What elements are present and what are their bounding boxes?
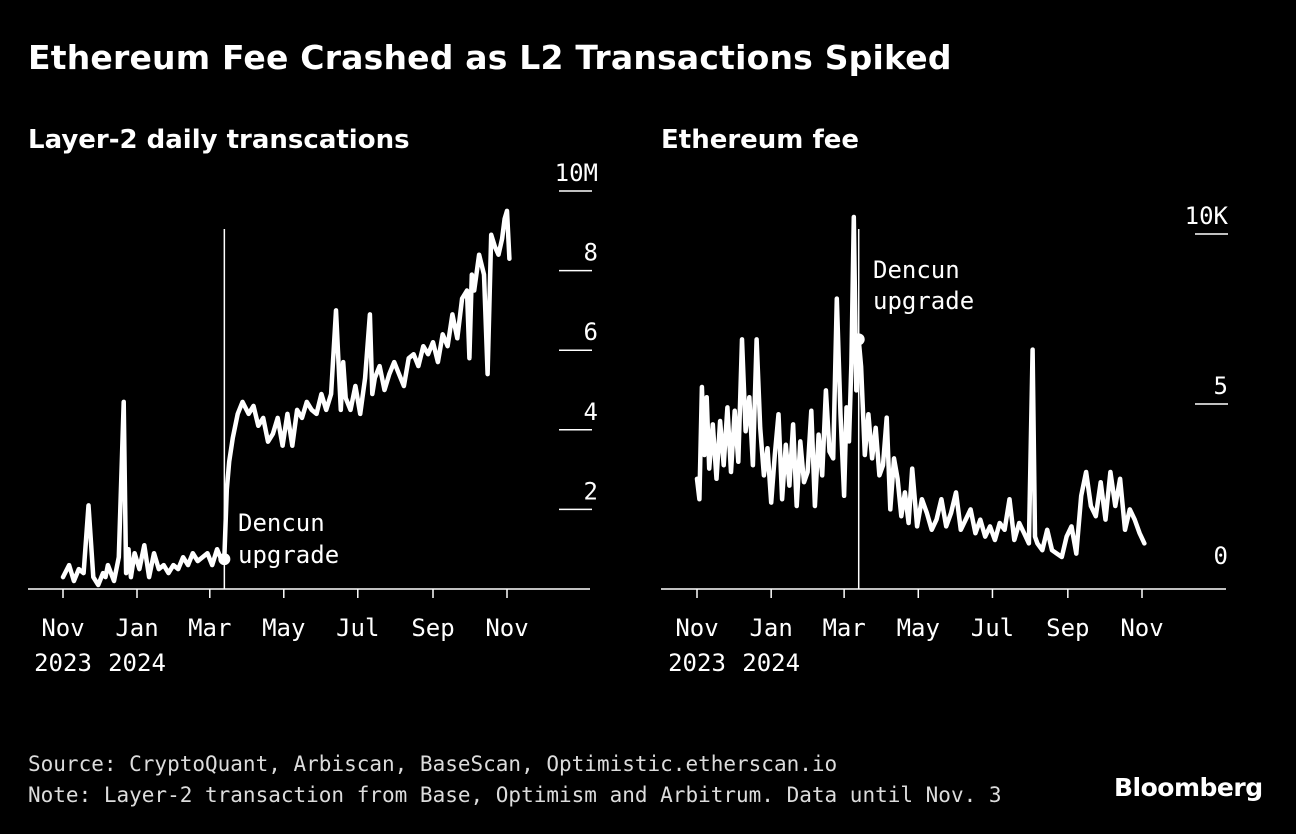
x-tick-label: Nov	[485, 614, 528, 642]
y-tick-label: 10K	[1185, 202, 1229, 230]
y-tick-label: 4	[584, 398, 598, 426]
y-tick-label: 5	[1214, 372, 1228, 400]
y-tick-label: 0	[1214, 542, 1228, 570]
y-tick-label: 10M	[555, 159, 598, 187]
x-tick-label: Sep	[411, 614, 454, 642]
l2-transactions-chart: Nov Jan Mar May Jul Sep Nov 2023 2024 2 4 6 8 10M Denc…	[28, 159, 598, 677]
y-tick-label: 6	[584, 318, 598, 346]
x-tick-label: Nov	[675, 614, 718, 642]
annotation-label: Dencun	[238, 509, 325, 537]
annotation-label: upgrade	[873, 287, 974, 315]
x-tick-label: Sep	[1046, 614, 1089, 642]
y-tick-label: 8	[584, 239, 598, 267]
x-tick-label: May	[262, 614, 305, 642]
x-tick-label: May	[897, 614, 940, 642]
x-year-label: 2024	[108, 649, 166, 677]
source-note: Source: CryptoQuant, Arbiscan, BaseScan,…	[28, 752, 838, 776]
x-year-label: 2023	[668, 649, 726, 677]
x-tick-label: Jul	[336, 614, 379, 642]
x-tick-label: Mar	[188, 614, 231, 642]
page-title: Ethereum Fee Crashed as L2 Transactions …	[28, 38, 952, 77]
y-tick-label: 2	[584, 477, 598, 505]
x-tick-label: Nov	[1120, 614, 1163, 642]
x-tick-label: Jul	[971, 614, 1014, 642]
x-year-label: 2024	[742, 649, 800, 677]
x-year-label: 2023	[34, 649, 92, 677]
footnote: Note: Layer-2 transaction from Base, Opt…	[28, 783, 1002, 807]
bloomberg-logo: Bloomberg	[1114, 773, 1263, 802]
annotation-label: Dencun	[873, 256, 960, 284]
x-tick-label: Jan	[749, 614, 792, 642]
x-tick-label: Mar	[822, 614, 865, 642]
x-tick-label: Jan	[115, 614, 158, 642]
series-line	[694, 214, 1147, 560]
chart-title-ethereum-fee: Ethereum fee	[661, 125, 860, 155]
dencun-marker-dot	[852, 333, 865, 346]
x-tick-label: Nov	[41, 614, 84, 642]
chart-title-l2-transactions: Layer-2 daily transcations	[28, 125, 410, 155]
annotation-label: upgrade	[238, 541, 339, 569]
ethereum-fee-chart: Nov Jan Mar May Jul Sep Nov 2023 2024 0 5 10K Dencun…	[661, 202, 1229, 677]
dencun-marker-dot	[218, 553, 231, 566]
series-line	[60, 208, 512, 588]
